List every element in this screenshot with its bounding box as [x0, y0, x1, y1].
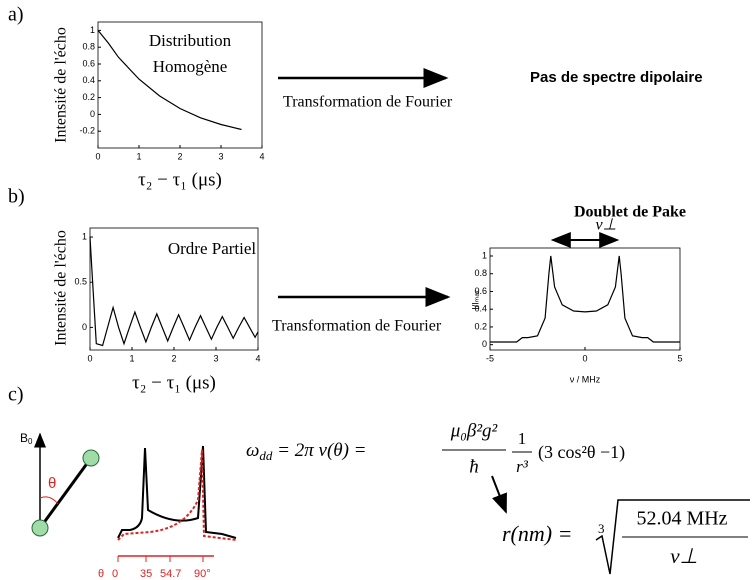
y-tick-label: 0.5 — [74, 277, 87, 287]
angle-axis-ticks — [117, 556, 204, 562]
x-tick-label: 3 — [218, 151, 223, 161]
angle-label: θ — [48, 475, 56, 492]
x-axis-label: τ₂ − τ₁ (μs) — [138, 169, 222, 190]
field-symbol: B — [20, 431, 28, 445]
data-line — [97, 30, 242, 131]
denominator: ν⊥ — [670, 544, 698, 568]
chart-title: Doublet de Pake — [574, 204, 686, 221]
numerator: 1 — [518, 429, 527, 448]
y-tick-label: 0.6 — [474, 286, 487, 296]
spin — [31, 519, 49, 537]
x-tick-label: 2 — [177, 151, 182, 161]
y-axis-label: Intensité de l'écho — [53, 230, 70, 346]
annotation: Homogène — [153, 57, 228, 76]
y-tick-label: 1 — [90, 25, 95, 35]
y-tick-label: 0.4 — [82, 75, 95, 85]
annotation: Ordre Partiel — [168, 239, 257, 258]
panel-label: a) — [8, 4, 24, 26]
y-tick-label: 0.4 — [474, 304, 487, 314]
root-sign — [595, 499, 750, 575]
y-tick-label: 0.2 — [474, 321, 487, 331]
bond — [38, 457, 93, 529]
y-tick-label: 0 — [82, 322, 87, 332]
annotation: Distribution — [149, 31, 232, 50]
x-tick-label: 1 — [136, 151, 141, 161]
angle-axis-label: θ — [98, 568, 104, 580]
equation-lhs: ωdd = 2π ν(θ) = — [246, 440, 367, 463]
x-tick-label: 2 — [171, 353, 176, 363]
x-tick-label: 0 — [87, 353, 92, 363]
omega-sub: dd — [259, 448, 273, 463]
y-axis-label: Intensité de l'écho — [53, 27, 70, 143]
angle-axis-label: 54.7 — [160, 568, 181, 580]
angle-arc — [39, 496, 59, 505]
angle-axis-label: 0 — [112, 568, 118, 580]
pake-sketch-powder — [117, 449, 237, 541]
y-tick-label: 0 — [482, 339, 487, 349]
angular-term: (3 cos²θ −1) — [538, 442, 625, 463]
field-label: B0 — [20, 431, 33, 446]
plot-frame — [489, 247, 681, 351]
y-tick-label: 0.8 — [474, 268, 487, 278]
omega: ω — [246, 440, 259, 461]
arrow — [491, 475, 507, 514]
equation-middle: = 2π ν(θ) = — [272, 440, 366, 461]
result-text: Pas de spectre dipolaire — [530, 69, 703, 86]
data-line — [89, 236, 259, 347]
y-tick-label: 0 — [90, 109, 95, 119]
spin — [82, 449, 100, 467]
y-tick-label: -0.2 — [79, 126, 95, 136]
x-axis-label: τ₂ − τ₁ (μs) — [132, 372, 216, 393]
x-tick-label: 0 — [582, 353, 587, 363]
x-tick-label: 4 — [259, 151, 264, 161]
y-tick-label: 0.6 — [82, 58, 95, 68]
angle-axis-label: 90° — [194, 568, 211, 580]
pake-sketch — [117, 445, 237, 539]
x-tick-label: 0 — [95, 151, 100, 161]
denominator: r³ — [516, 457, 529, 476]
denominator: ħ — [469, 456, 479, 477]
field-sub: 0 — [28, 437, 33, 446]
x-tick-label: -5 — [486, 353, 494, 363]
arrow-text: Transformation de Fourier — [283, 94, 453, 111]
panel-label: b) — [8, 186, 25, 208]
arrow-text: Transformation de Fourier — [272, 318, 442, 335]
panel-label: c) — [8, 384, 24, 406]
x-tick-label: 4 — [255, 353, 260, 363]
root-index: 3 — [598, 521, 605, 536]
numerator: 52.04 MHz — [636, 508, 727, 530]
numerator: μ₀β²g² — [450, 420, 498, 441]
angle-axis-label: 35 — [140, 568, 152, 580]
y-tick-label: 1 — [82, 231, 87, 241]
data-line — [490, 255, 680, 343]
y-tick-label: 1 — [482, 250, 487, 260]
x-tick-label: 3 — [213, 353, 218, 363]
x-tick-label: 1 — [129, 353, 134, 363]
equation-lhs: r(nm) = — [502, 521, 572, 546]
x-tick-label: 5 — [677, 353, 682, 363]
y-tick-label: 0.8 — [82, 42, 95, 52]
x-axis-label: ν / MHz — [570, 374, 601, 384]
y-axis-label: I/Iₘₐₓ — [470, 290, 480, 309]
annotation: ν⊥ — [595, 217, 616, 234]
y-tick-label: 0.2 — [82, 92, 95, 102]
